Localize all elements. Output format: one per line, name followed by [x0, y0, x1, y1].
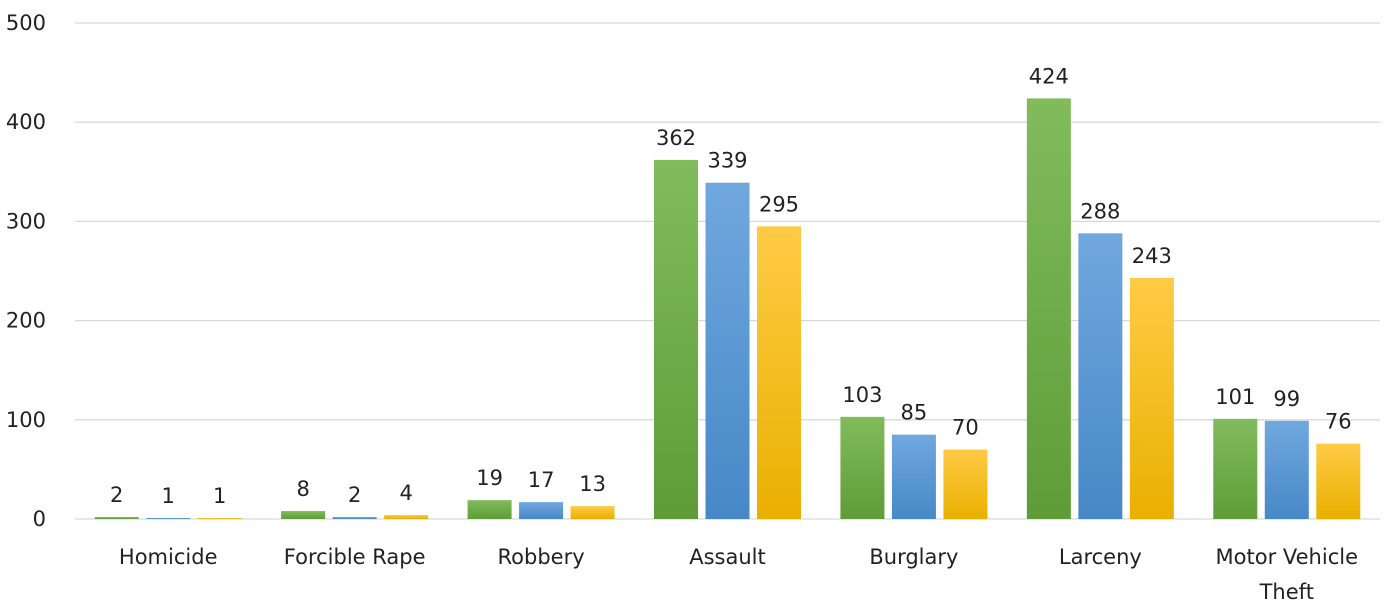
bar: [654, 159, 698, 519]
y-tick-label: 500: [6, 11, 46, 35]
data-labels: 2 1 1 8 2 4 19 17 13 362 339 295 103 85 70 424 288 243 101…: [110, 64, 1352, 508]
x-tick-label: Larceny: [1059, 545, 1142, 569]
data-label: 19: [476, 466, 503, 490]
bar: [891, 434, 936, 519]
x-tick-label: Theft: [1259, 580, 1314, 604]
data-label: 99: [1273, 387, 1300, 411]
bar: [1264, 420, 1309, 519]
data-label: 70: [952, 416, 979, 440]
data-label: 85: [901, 401, 928, 425]
bar: [281, 511, 326, 519]
data-label: 339: [707, 149, 747, 173]
y-tick-label: 100: [6, 408, 46, 432]
data-label: 362: [656, 126, 696, 150]
bar: [1078, 233, 1123, 519]
bar: [757, 226, 801, 520]
y-tick-label: 300: [6, 209, 46, 233]
data-label: 1: [162, 484, 175, 508]
data-label: 2: [110, 483, 123, 507]
x-tick-label: Burglary: [869, 545, 958, 569]
bar: [1213, 418, 1258, 519]
y-axis: 0 100 200 300 400 500: [6, 11, 46, 531]
data-label: 424: [1029, 64, 1069, 88]
data-label: 295: [759, 192, 799, 216]
data-label: 4: [399, 481, 412, 505]
data-label: 103: [842, 383, 882, 407]
data-label: 1: [213, 484, 226, 508]
x-tick-label: Forcible Rape: [284, 545, 426, 569]
bar: [332, 517, 377, 519]
data-label: 101: [1215, 385, 1255, 409]
y-tick-label: 400: [6, 110, 46, 134]
bar: [384, 515, 429, 519]
bar: [1316, 443, 1361, 519]
x-tick-label: Robbery: [498, 545, 585, 569]
bar: [1129, 277, 1174, 519]
bar: [197, 518, 242, 519]
data-label: 8: [296, 477, 309, 501]
x-tick-label: Motor Vehicle: [1216, 545, 1358, 569]
bar: [840, 416, 885, 519]
data-label: 288: [1080, 199, 1120, 223]
y-tick-label: 200: [6, 309, 46, 333]
data-label: 2: [348, 483, 361, 507]
bar: [146, 518, 191, 519]
bar: [943, 449, 988, 519]
x-tick-label: Homicide: [119, 545, 218, 569]
bar: [705, 182, 750, 519]
y-tick-label: 0: [33, 507, 46, 531]
bar: [1026, 98, 1071, 519]
data-label: 243: [1132, 244, 1172, 268]
bar: [570, 506, 615, 519]
data-label: 76: [1325, 410, 1352, 434]
bar: [519, 502, 564, 519]
data-label: 17: [528, 468, 555, 492]
x-tick-label: Assault: [689, 545, 766, 569]
data-label: 13: [579, 472, 606, 496]
x-axis: Homicide Forcible Rape Robbery Assault Burgl…: [119, 545, 1358, 604]
bar: [467, 500, 512, 519]
bar: [94, 517, 139, 519]
bars: [94, 98, 1361, 520]
